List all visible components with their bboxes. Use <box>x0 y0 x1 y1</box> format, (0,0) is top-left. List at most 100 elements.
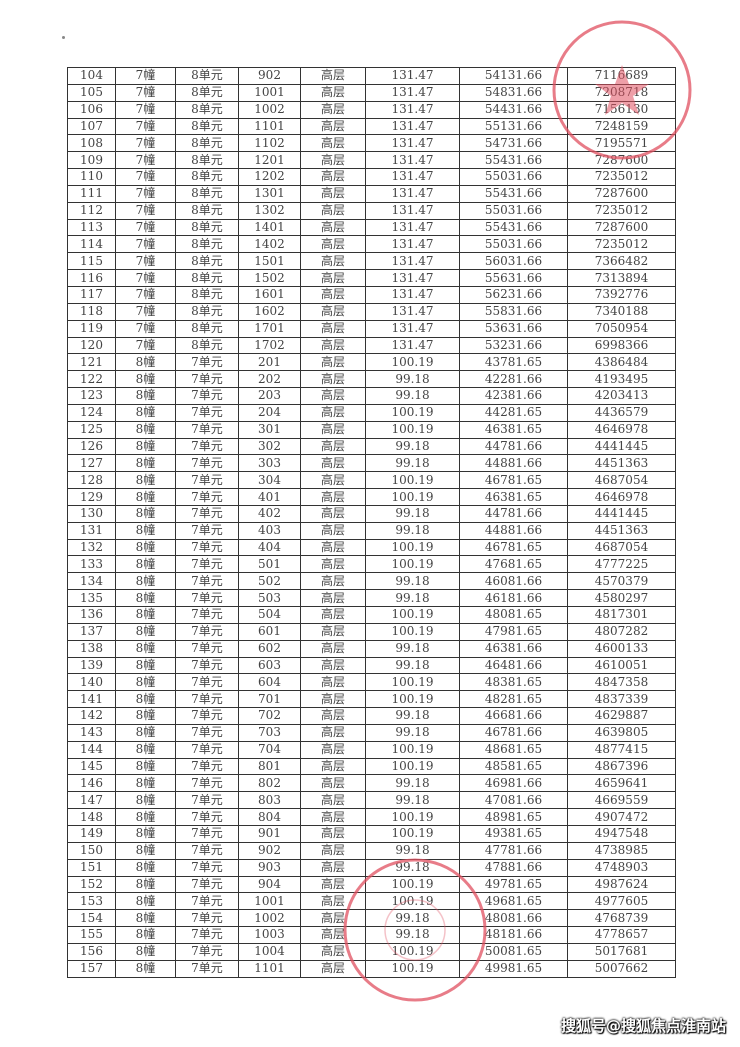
unit-price-cell: 44781.66 <box>459 504 568 523</box>
total-price-cell: 7235012 <box>567 168 676 186</box>
total-price-cell: 4768739 <box>567 909 676 928</box>
room-number-cell: 703 <box>238 723 301 742</box>
table-row: 107 7幢 8单元 1101 高层 131.47 55131.66 7248159 <box>67 117 676 136</box>
unit-price-cell: 48581.65 <box>459 757 568 776</box>
unit-cell: 7单元 <box>175 370 239 389</box>
total-price-cell: 4570379 <box>567 572 676 591</box>
building-cell: 7幢 <box>115 302 176 321</box>
unit-cell: 7单元 <box>175 387 239 405</box>
building-type-cell: 高层 <box>300 808 366 826</box>
area-cell: 99.18 <box>365 454 460 473</box>
room-number-cell: 504 <box>238 606 301 624</box>
unit-cell: 7单元 <box>175 740 239 759</box>
total-price-cell: 4451363 <box>567 454 676 473</box>
table-row: 148 8幢 7单元 804 高层 100.19 48981.65 4907472 <box>67 808 676 826</box>
room-number-cell: 1201 <box>238 151 301 170</box>
building-cell: 7幢 <box>115 336 176 355</box>
building-cell: 8幢 <box>115 791 176 810</box>
total-price-cell: 4203413 <box>567 387 676 405</box>
room-number-cell: 901 <box>238 824 301 843</box>
unit-cell: 7单元 <box>175 942 239 961</box>
unit-price-cell: 54731.66 <box>459 134 568 153</box>
building-cell: 7幢 <box>115 201 176 220</box>
building-type-cell: 高层 <box>300 723 366 742</box>
room-number-cell: 402 <box>238 504 301 523</box>
unit-price-cell: 55431.66 <box>459 151 568 170</box>
area-cell: 100.19 <box>365 740 460 759</box>
row-number-cell: 153 <box>67 892 116 911</box>
area-cell: 100.19 <box>365 538 460 557</box>
total-price-cell: 4777225 <box>567 555 676 574</box>
total-price-cell: 4646978 <box>567 488 676 506</box>
building-cell: 8幢 <box>115 420 176 439</box>
row-number-cell: 118 <box>67 302 116 321</box>
table-row: 149 8幢 7单元 901 高层 100.19 49381.65 4947548 <box>67 824 676 843</box>
area-cell: 100.19 <box>365 673 460 692</box>
building-type-cell: 高层 <box>300 555 366 574</box>
room-number-cell: 1402 <box>238 235 301 254</box>
building-cell: 8幢 <box>115 926 176 944</box>
row-number-cell: 141 <box>67 690 116 709</box>
unit-price-cell: 55431.66 <box>459 218 568 237</box>
building-type-cell: 高层 <box>300 572 366 591</box>
unit-cell: 7单元 <box>175 673 239 692</box>
total-price-cell: 4748903 <box>567 858 676 877</box>
unit-cell: 7单元 <box>175 824 239 843</box>
total-price-cell: 7313894 <box>567 269 676 287</box>
room-number-cell: 204 <box>238 403 301 422</box>
table-row: 120 7幢 8单元 1702 高层 131.47 53231.66 6998366 <box>67 336 676 355</box>
row-number-cell: 106 <box>67 100 116 119</box>
total-price-cell: 5017681 <box>567 942 676 961</box>
unit-price-cell: 48081.66 <box>459 909 568 928</box>
row-number-cell: 140 <box>67 673 116 692</box>
area-cell: 131.47 <box>365 168 460 186</box>
total-price-cell: 4451363 <box>567 521 676 540</box>
table-row: 155 8幢 7单元 1003 高层 99.18 48181.66 4778657 <box>67 926 676 944</box>
area-cell: 131.47 <box>365 184 460 203</box>
unit-cell: 7单元 <box>175 572 239 591</box>
table-row: 116 7幢 8单元 1502 高层 131.47 55631.66 7313894 <box>67 269 676 287</box>
table-row: 117 7幢 8单元 1601 高层 131.47 56231.66 7392776 <box>67 285 676 304</box>
row-number-cell: 156 <box>67 942 116 961</box>
room-number-cell: 902 <box>238 841 301 860</box>
table-row: 138 8幢 7单元 602 高层 99.18 46381.66 4600133 <box>67 639 676 658</box>
row-number-cell: 139 <box>67 656 116 675</box>
area-cell: 131.47 <box>365 218 460 237</box>
total-price-cell: 7340188 <box>567 302 676 321</box>
room-number-cell: 403 <box>238 521 301 540</box>
unit-cell: 8单元 <box>175 252 239 271</box>
area-cell: 99.18 <box>365 841 460 860</box>
area-cell: 100.19 <box>365 690 460 709</box>
row-number-cell: 126 <box>67 437 116 456</box>
unit-price-cell: 47881.66 <box>459 858 568 877</box>
building-type-cell: 高层 <box>300 656 366 675</box>
total-price-cell: 6998366 <box>567 336 676 355</box>
total-price-cell: 4907472 <box>567 808 676 826</box>
room-number-cell: 904 <box>238 875 301 894</box>
unit-cell: 7单元 <box>175 454 239 473</box>
area-cell: 131.47 <box>365 285 460 304</box>
building-type-cell: 高层 <box>300 353 366 372</box>
room-number-cell: 202 <box>238 370 301 389</box>
total-price-cell: 7287600 <box>567 184 676 203</box>
unit-cell: 7单元 <box>175 589 239 607</box>
unit-cell: 7单元 <box>175 892 239 911</box>
row-number-cell: 146 <box>67 774 116 793</box>
table-row: 152 8幢 7单元 904 高层 100.19 49781.65 4987624 <box>67 875 676 894</box>
total-price-cell: 4987624 <box>567 875 676 894</box>
room-number-cell: 1601 <box>238 285 301 304</box>
building-type-cell: 高层 <box>300 83 366 102</box>
table-row: 134 8幢 7单元 502 高层 99.18 46081.66 4570379 <box>67 572 676 591</box>
table-row: 146 8幢 7单元 802 高层 99.18 46981.66 4659641 <box>67 774 676 793</box>
area-cell: 100.19 <box>365 488 460 506</box>
area-cell: 131.47 <box>365 269 460 287</box>
area-cell: 99.18 <box>365 504 460 523</box>
table-row: 106 7幢 8单元 1002 高层 131.47 54431.66 7156130 <box>67 100 676 119</box>
table-row: 108 7幢 8单元 1102 高层 131.47 54731.66 7195571 <box>67 134 676 153</box>
table-row: 114 7幢 8单元 1402 高层 131.47 55031.66 7235012 <box>67 235 676 254</box>
room-number-cell: 1502 <box>238 269 301 287</box>
table-row: 122 8幢 7单元 202 高层 99.18 42281.66 4193495 <box>67 370 676 389</box>
unit-cell: 7单元 <box>175 926 239 944</box>
room-number-cell: 1101 <box>238 117 301 136</box>
building-cell: 8幢 <box>115 774 176 793</box>
